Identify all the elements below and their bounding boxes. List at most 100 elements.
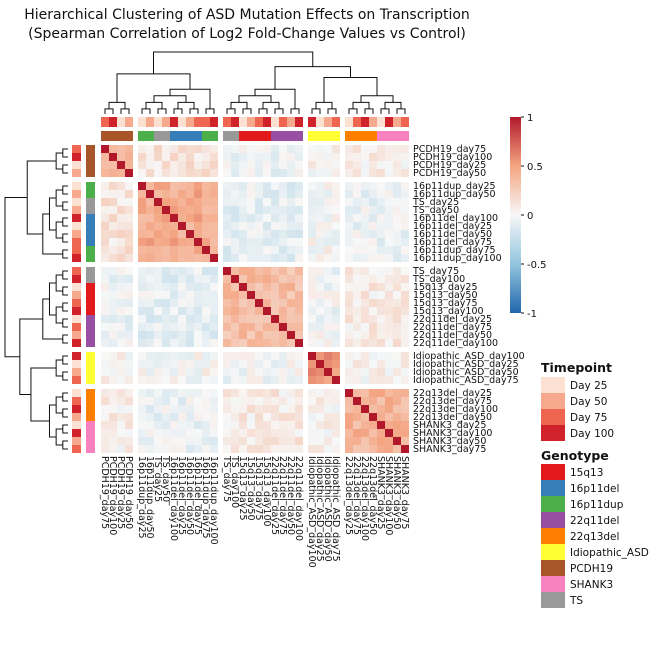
row-genotype-annotation bbox=[86, 331, 95, 339]
heatmap-cell bbox=[369, 376, 377, 384]
heatmap-cell bbox=[401, 222, 409, 230]
heatmap-cell bbox=[202, 368, 210, 376]
heatmap-cell bbox=[279, 182, 287, 190]
heatmap-cell bbox=[117, 169, 125, 177]
heatmap-cell bbox=[125, 315, 133, 323]
heatmap-cell bbox=[332, 238, 340, 246]
heatmap-cell bbox=[101, 182, 109, 190]
row-genotype-annotation bbox=[86, 299, 95, 307]
heatmap-cell bbox=[308, 206, 316, 214]
heatmap-cell bbox=[255, 339, 263, 347]
heatmap-cell bbox=[210, 368, 218, 376]
row-timepoint-annotation bbox=[72, 169, 81, 177]
heatmap-cell bbox=[178, 198, 186, 206]
heatmap-cell bbox=[138, 214, 146, 222]
row-genotype-annotation bbox=[86, 307, 95, 315]
heatmap-cell bbox=[263, 405, 271, 413]
heatmap-cell bbox=[369, 368, 377, 376]
row-genotype-annotation bbox=[86, 291, 95, 299]
heatmap-cell bbox=[247, 182, 255, 190]
heatmap-cell bbox=[117, 307, 125, 315]
heatmap-cell bbox=[178, 182, 186, 190]
heatmap-cell bbox=[101, 214, 109, 222]
heatmap-cell bbox=[345, 222, 353, 230]
row-timepoint-annotation bbox=[72, 291, 81, 299]
heatmap-cell bbox=[125, 145, 133, 153]
heatmap-cell bbox=[345, 376, 353, 384]
heatmap-cell bbox=[345, 275, 353, 283]
heatmap-cell bbox=[101, 222, 109, 230]
heatmap-cell bbox=[401, 413, 409, 421]
heatmap-cell bbox=[345, 254, 353, 262]
col-timepoint-annotation bbox=[170, 117, 178, 127]
heatmap-cell bbox=[202, 376, 210, 384]
heatmap-cell bbox=[117, 254, 125, 262]
heatmap-cell bbox=[202, 429, 210, 437]
chart-title-line-1: Hierarchical Clustering of ASD Mutation … bbox=[24, 7, 470, 23]
heatmap-cell bbox=[231, 190, 239, 198]
heatmap-cell bbox=[146, 153, 154, 161]
heatmap-cell bbox=[223, 299, 231, 307]
heatmap-cell bbox=[353, 145, 361, 153]
heatmap-cell bbox=[271, 182, 279, 190]
heatmap-cell bbox=[401, 421, 409, 429]
row-timepoint-annotation bbox=[72, 445, 81, 453]
dendrogram-branch bbox=[26, 160, 57, 235]
heatmap-cell bbox=[186, 190, 194, 198]
heatmap-cell bbox=[202, 299, 210, 307]
row-timepoint-annotation bbox=[72, 222, 81, 230]
heatmap-cell bbox=[170, 352, 178, 360]
heatmap-cell bbox=[393, 238, 401, 246]
heatmap-cell bbox=[255, 267, 263, 275]
heatmap-cell bbox=[231, 230, 239, 238]
heatmap-cell bbox=[202, 182, 210, 190]
legend-swatch bbox=[541, 480, 565, 496]
heatmap-cell bbox=[210, 190, 218, 198]
heatmap-cell bbox=[361, 206, 369, 214]
heatmap-cells bbox=[101, 145, 409, 453]
heatmap-cell bbox=[178, 291, 186, 299]
heatmap-cell bbox=[263, 246, 271, 254]
heatmap-cell bbox=[162, 254, 170, 262]
heatmap-cell bbox=[263, 437, 271, 445]
heatmap-cell bbox=[162, 421, 170, 429]
heatmap-cell bbox=[223, 437, 231, 445]
heatmap-cell bbox=[117, 331, 125, 339]
heatmap-cell bbox=[117, 230, 125, 238]
heatmap-cell bbox=[345, 331, 353, 339]
heatmap-cell bbox=[202, 214, 210, 222]
heatmap-cell bbox=[393, 145, 401, 153]
col-genotype-annotation bbox=[117, 131, 125, 141]
column-label: 22q13del_day75 bbox=[351, 456, 362, 535]
heatmap-cell bbox=[223, 246, 231, 254]
row-label: 16p11del_day100 bbox=[413, 213, 498, 224]
heatmap-cell bbox=[239, 190, 247, 198]
heatmap-cell bbox=[178, 315, 186, 323]
heatmap-cell bbox=[385, 222, 393, 230]
heatmap-cell bbox=[295, 182, 303, 190]
heatmap-cell bbox=[263, 267, 271, 275]
heatmap-cell bbox=[316, 206, 324, 214]
heatmap-cell bbox=[316, 360, 324, 368]
heatmap-cell bbox=[385, 267, 393, 275]
heatmap-cell bbox=[194, 254, 202, 262]
row-genotype-annotation bbox=[86, 283, 95, 291]
dendrogram-branch bbox=[226, 108, 236, 114]
heatmap-cell bbox=[393, 307, 401, 315]
row-genotype-annotation bbox=[86, 445, 95, 453]
heatmap-cell bbox=[271, 445, 279, 453]
heatmap-cell bbox=[308, 169, 316, 177]
heatmap-cell bbox=[247, 275, 255, 283]
heatmap-cell bbox=[345, 323, 353, 331]
heatmap-cell bbox=[146, 283, 154, 291]
heatmap-cell bbox=[271, 315, 279, 323]
heatmap-cell bbox=[255, 413, 263, 421]
row-genotype-annotation bbox=[86, 397, 95, 405]
heatmap-cell bbox=[170, 429, 178, 437]
heatmap-cell bbox=[263, 429, 271, 437]
heatmap-cell bbox=[393, 437, 401, 445]
heatmap-cell bbox=[316, 190, 324, 198]
heatmap-cell bbox=[202, 145, 210, 153]
heatmap-cell bbox=[287, 405, 295, 413]
heatmap-cell bbox=[295, 360, 303, 368]
